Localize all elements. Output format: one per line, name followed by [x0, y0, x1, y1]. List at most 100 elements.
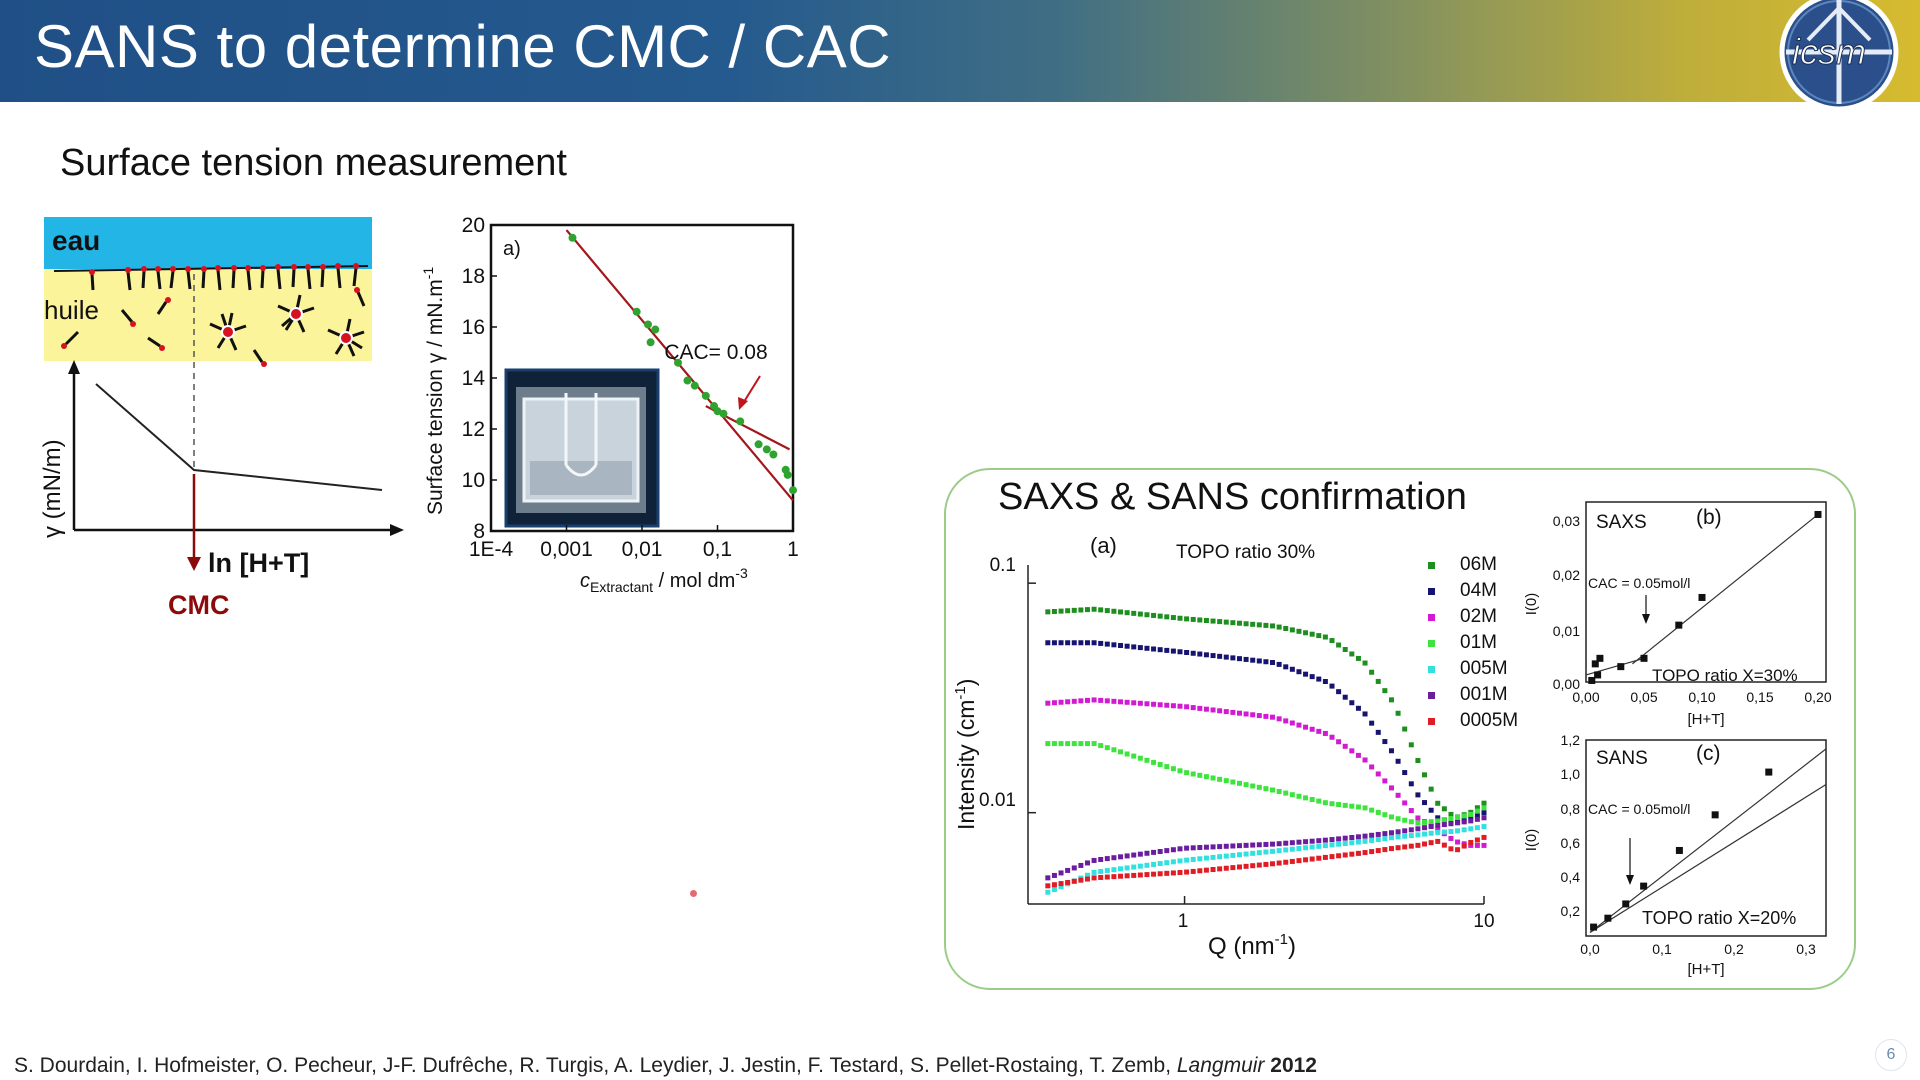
data-point	[1309, 726, 1315, 732]
data-point	[1388, 830, 1394, 836]
data-point	[1223, 843, 1229, 849]
x-tick-label: 0,01	[622, 538, 663, 561]
data-point	[1230, 655, 1236, 661]
x-tick-label: 0,1	[1652, 941, 1672, 957]
data-point	[1197, 651, 1203, 657]
data-point	[1441, 842, 1447, 848]
data-point	[1104, 608, 1110, 614]
y-tick-label: 18	[462, 265, 485, 288]
data-point	[1461, 813, 1467, 819]
data-point	[1296, 722, 1302, 728]
data-point	[1111, 874, 1117, 880]
x-tick-label: 1	[787, 538, 799, 561]
data-point	[1474, 842, 1480, 848]
data-point	[1137, 851, 1143, 857]
data-point	[1382, 688, 1388, 694]
data-point	[1375, 678, 1381, 684]
data-point	[1622, 900, 1630, 908]
data-point	[1303, 671, 1309, 677]
data-point	[1441, 822, 1447, 828]
data-point	[1177, 870, 1183, 876]
data-point	[1230, 865, 1236, 871]
data-point	[1164, 870, 1170, 876]
data-point	[1045, 640, 1051, 646]
data-point	[1190, 705, 1196, 711]
data-point	[713, 407, 722, 416]
data-point	[1388, 835, 1394, 841]
data-point	[1051, 741, 1057, 747]
data-point	[1428, 807, 1434, 813]
data-point	[1382, 739, 1388, 745]
data-point	[1355, 804, 1361, 810]
data-point	[1316, 843, 1322, 849]
series-0005M	[1045, 834, 1487, 889]
data-point	[1428, 830, 1434, 836]
data-point	[1309, 844, 1315, 850]
data-point	[1329, 837, 1335, 843]
data-point	[1065, 699, 1071, 705]
data-point	[1263, 713, 1269, 719]
data-point	[1296, 628, 1302, 634]
data-point	[1604, 914, 1612, 922]
data-point	[1091, 606, 1097, 612]
data-point	[719, 409, 728, 418]
x-tick-label: 0,20	[1804, 689, 1831, 705]
data-point	[1435, 818, 1441, 824]
data-point	[1303, 630, 1309, 636]
data-point	[1177, 703, 1183, 709]
data-point	[1091, 640, 1097, 646]
data-point	[1210, 618, 1216, 624]
data-point	[1111, 698, 1117, 704]
data-point	[1289, 858, 1295, 864]
data-point	[1590, 923, 1598, 931]
legend-label: 06M	[1460, 554, 1497, 575]
data-point	[1098, 743, 1104, 749]
data-point	[1131, 753, 1137, 759]
x-tick-label: 0,2	[1724, 941, 1744, 957]
data-point	[1640, 882, 1648, 890]
data-point	[1203, 855, 1209, 861]
data-point	[701, 391, 710, 400]
data-point	[1296, 845, 1302, 851]
x-tick-label: 0,10	[1688, 689, 1715, 705]
data-point	[1263, 861, 1269, 867]
data-point	[1177, 846, 1183, 852]
data-point	[1342, 694, 1348, 700]
data-point	[1349, 803, 1355, 809]
data-point	[1124, 610, 1130, 616]
data-point	[643, 320, 652, 329]
slide-title: SANS to determine CMC / CAC	[34, 13, 892, 80]
data-point	[1250, 621, 1256, 627]
data-point	[1369, 764, 1375, 770]
data-point	[736, 417, 745, 426]
pointer-dot	[690, 890, 697, 897]
y-tick-label: 10	[462, 469, 485, 492]
data-point	[1408, 742, 1414, 748]
data-point	[1051, 887, 1057, 893]
data-point	[1091, 869, 1097, 875]
data-point	[1243, 656, 1249, 662]
data-point	[1184, 649, 1190, 655]
data-point	[1236, 864, 1242, 870]
data-point	[1388, 814, 1394, 820]
data-point	[1236, 843, 1242, 849]
data-point	[1402, 844, 1408, 850]
data-point	[1084, 607, 1090, 613]
data-point	[1157, 761, 1163, 767]
data-point	[1111, 855, 1117, 861]
data-point	[1137, 755, 1143, 761]
sans-intensity-plot: (a) TOPO ratio 30% 0.1 0.01 1 10 Intensi…	[952, 533, 1518, 960]
data-point	[1230, 709, 1236, 715]
data-point	[1316, 633, 1322, 639]
data-point	[1303, 857, 1309, 863]
data-point	[1594, 671, 1602, 679]
data-point	[1283, 718, 1289, 724]
data-point	[1289, 720, 1295, 726]
data-point	[1131, 644, 1137, 650]
data-point	[1342, 802, 1348, 808]
title-bar: SANS to determine CMC / CAC icsm	[0, 0, 1920, 110]
data-point	[1474, 825, 1480, 831]
data-point	[1428, 840, 1434, 846]
x-tick-label: 0,3	[1796, 941, 1816, 957]
data-point	[1382, 831, 1388, 837]
